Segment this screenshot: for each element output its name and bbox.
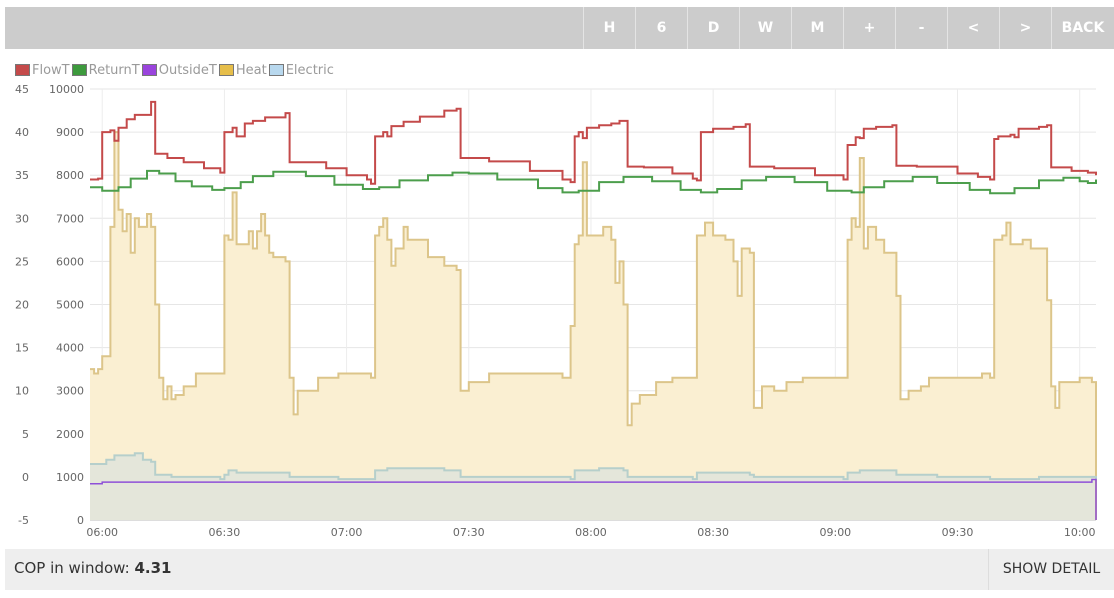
legend-label-flowt: FlowT: [32, 62, 70, 78]
y-right-tick-label: 10000: [49, 83, 84, 96]
x-tick-label: 07:00: [331, 526, 363, 539]
legend-item-outsidet[interactable]: OutsideT: [141, 62, 217, 78]
y-left-tick-label: 0: [22, 471, 29, 484]
y-right-tick-label: 2000: [56, 428, 84, 441]
electric-series-line[interactable]: [90, 452, 1097, 481]
y-left-tick-label: 25: [15, 255, 29, 268]
pan-right-button[interactable]: >: [999, 7, 1051, 49]
y-right-tick-label: 0: [77, 514, 84, 527]
y-left-tick-label: 35: [15, 169, 29, 182]
y-right-tick-label: 5000: [56, 299, 84, 312]
cop-label: COP in window:: [14, 559, 130, 577]
cop-readout: COP in window: 4.31: [14, 549, 171, 588]
zoom-in-button[interactable]: +: [843, 7, 895, 49]
electric-area: [90, 453, 1096, 520]
x-tick-label: 08:30: [697, 526, 729, 539]
flowt-series-line[interactable]: [90, 100, 1097, 185]
range-week-button[interactable]: W: [739, 7, 791, 49]
range-6-hours-button[interactable]: 6: [635, 7, 687, 49]
y-left-tick-label: 40: [15, 126, 29, 139]
y-right-tick-label: 9000: [56, 126, 84, 139]
heat-area: [90, 132, 1096, 520]
y-right-tick-label: 7000: [56, 212, 84, 225]
legend-label-heat: Heat: [235, 62, 267, 78]
returnt-series-line[interactable]: [90, 169, 1097, 195]
legend-item-returnt[interactable]: ReturnT: [71, 62, 140, 78]
x-tick-label: 06:30: [209, 526, 241, 539]
legend-swatch-electric: [268, 64, 284, 76]
y-left-tick-label: 5: [22, 428, 29, 441]
y-left-tick-label: -5: [18, 514, 29, 527]
x-tick-label: 07:30: [453, 526, 485, 539]
heat-series-line[interactable]: [90, 131, 1097, 520]
range-month-button[interactable]: M: [791, 7, 843, 49]
range-hour-button[interactable]: H: [583, 7, 635, 49]
outsidet-series-line[interactable]: [90, 478, 1097, 521]
x-tick-label: 10:00: [1064, 526, 1096, 539]
legend-swatch-flowt: [15, 64, 30, 76]
y-left-tick-label: 10: [15, 385, 29, 398]
legend-item-heat[interactable]: Heat: [218, 62, 267, 78]
cop-value: 4.31: [134, 559, 172, 577]
legend-item-electric[interactable]: Electric: [268, 62, 334, 78]
y-left-tick-label: 15: [15, 342, 29, 355]
back-button[interactable]: BACK: [1051, 7, 1114, 49]
legend-swatch-outsidet: [141, 64, 157, 76]
y-left-tick-label: 30: [15, 212, 29, 225]
toolbar-buttons: H 6 D W M + - < > BACK: [583, 7, 1114, 49]
y-right-tick-label: 6000: [56, 255, 84, 268]
show-detail-button[interactable]: SHOW DETAIL: [988, 549, 1114, 590]
legend-swatch-heat: [218, 64, 234, 76]
y-right-tick-label: 3000: [56, 385, 84, 398]
range-day-button[interactable]: D: [687, 7, 739, 49]
legend-label-outsidet: OutsideT: [158, 62, 217, 78]
pan-left-button[interactable]: <: [947, 7, 999, 49]
x-tick-label: 06:00: [86, 526, 118, 539]
x-tick-label: 08:00: [575, 526, 607, 539]
x-tick-label: 09:00: [819, 526, 851, 539]
y-right-tick-label: 4000: [56, 342, 84, 355]
legend-label-electric: Electric: [285, 62, 334, 78]
y-left-tick-label: 45: [15, 83, 29, 96]
footer-bar: COP in window: 4.31 SHOW DETAIL: [5, 549, 1114, 590]
legend-swatch-returnt: [71, 64, 87, 76]
zoom-out-button[interactable]: -: [895, 7, 947, 49]
chart-legend: FlowT ReturnT OutsideT Heat Electric: [15, 62, 336, 78]
y-right-tick-label: 1000: [56, 471, 84, 484]
legend-item-flowt[interactable]: FlowT: [15, 63, 70, 78]
x-tick-label: 09:30: [942, 526, 974, 539]
toolbar: H 6 D W M + - < > BACK: [5, 7, 1114, 49]
y-left-tick-label: 20: [15, 299, 29, 312]
legend-label-returnt: ReturnT: [88, 62, 140, 78]
y-right-tick-label: 8000: [56, 169, 84, 182]
